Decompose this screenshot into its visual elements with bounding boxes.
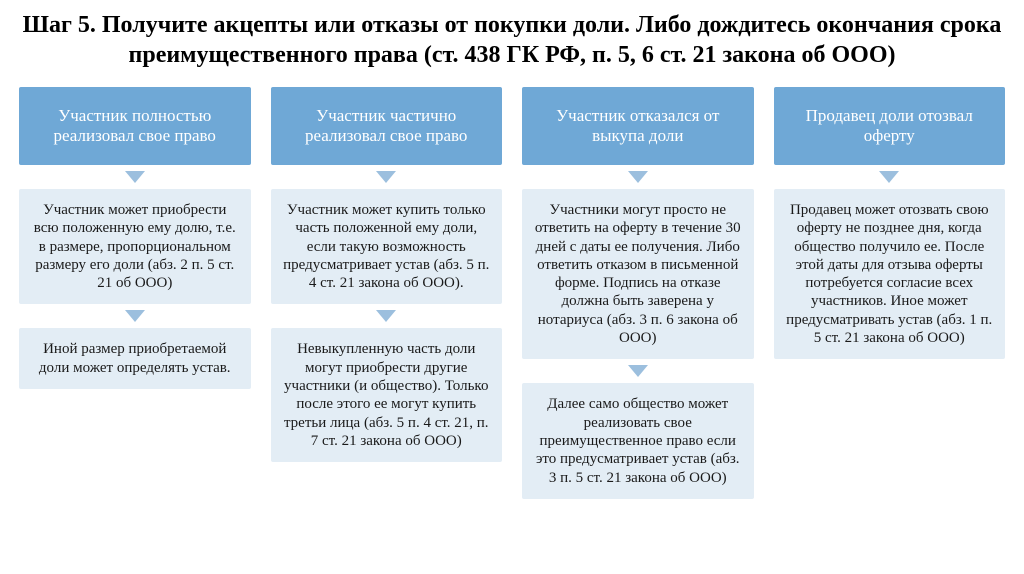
arrow-down-icon [125, 310, 145, 322]
col3-header: Участник отказался от выкупа доли [521, 86, 755, 166]
column-1: Участник полностью реализовал свое право… [18, 86, 252, 390]
arrow-down-icon [376, 310, 396, 322]
arrow-down-icon [628, 171, 648, 183]
col2-box2: Невыкупленную часть доли могут приобрест… [270, 327, 504, 463]
col4-box1: Продавец может отозвать свою оферту не п… [773, 188, 1007, 360]
col1-header: Участник полностью реализовал свое право [18, 86, 252, 166]
col2-box1: Участник может купить только часть полож… [270, 188, 504, 305]
column-2: Участник частично реализовал свое право … [270, 86, 504, 463]
col1-box1: Участник может приобрести всю положенную… [18, 188, 252, 305]
arrow-down-icon [376, 171, 396, 183]
column-4: Продавец доли отозвал оферту Продавец мо… [773, 86, 1007, 360]
col1-box2: Иной размер приобретаемой доли может опр… [18, 327, 252, 390]
arrow-down-icon [125, 171, 145, 183]
arrow-down-icon [879, 171, 899, 183]
columns-container: Участник полностью реализовал свое право… [18, 86, 1006, 500]
arrow-down-icon [628, 365, 648, 377]
col3-box2: Далее само общество может реализовать св… [521, 382, 755, 499]
col4-header: Продавец доли отозвал оферту [773, 86, 1007, 166]
col3-box1: Участники могут просто не ответить на оф… [521, 188, 755, 360]
page-title: Шаг 5. Получите акцепты или отказы от по… [18, 10, 1006, 70]
col2-header: Участник частично реализовал свое право [270, 86, 504, 166]
column-3: Участник отказался от выкупа доли Участн… [521, 86, 755, 500]
